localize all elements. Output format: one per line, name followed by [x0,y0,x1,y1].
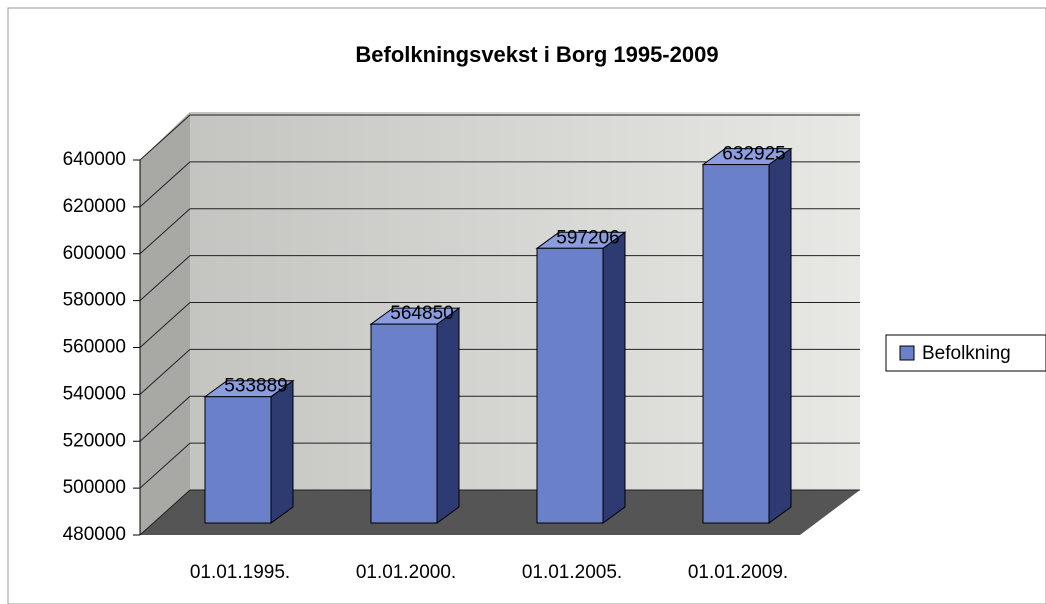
y-tick-label: 560000 [63,337,126,358]
bar-side [270,379,294,524]
grid-line-side [139,161,191,208]
legend-swatch [899,345,915,361]
data-label: 632925 [722,144,785,165]
bar [370,323,438,524]
bar [204,396,272,524]
side-wall [140,112,190,535]
x-tick-label: 01.01.2005. [522,562,622,583]
x-tick-label: 01.01.2009. [688,562,788,583]
y-tick-label: 580000 [63,290,126,311]
x-tick-label: 01.01.1995. [190,562,290,583]
bar-side [436,307,460,524]
y-tick-label: 500000 [63,477,126,498]
grid-line-side [139,489,191,536]
grid-line-side [139,114,191,161]
bar-side [768,147,792,524]
back-wall [190,112,860,490]
bar [702,164,770,524]
data-label: 597206 [556,227,619,248]
chart-title: Befolkningsvekst i Borg 1995-2009 [355,42,718,67]
grid-line-side [139,302,191,348]
y-tick-label: 620000 [63,196,126,217]
bar-side [602,231,626,524]
grid-line-side [139,395,191,442]
grid-line-side [139,349,191,395]
grid-line-side [139,208,191,255]
data-label: 533889 [224,376,287,397]
y-tick-label: 600000 [63,243,126,264]
y-tick-label: 540000 [63,383,126,404]
data-label: 564850 [390,303,453,324]
grid-line-side [139,255,191,301]
floor [140,490,860,535]
legend-label: Befolkning [922,343,1011,364]
y-tick-label: 520000 [63,430,126,451]
y-tick-label: 640000 [63,149,126,170]
grid-line-side [139,442,191,489]
y-tick-label: 480000 [63,524,126,545]
bar [536,247,604,524]
x-tick-label: 01.01.2000. [356,562,456,583]
